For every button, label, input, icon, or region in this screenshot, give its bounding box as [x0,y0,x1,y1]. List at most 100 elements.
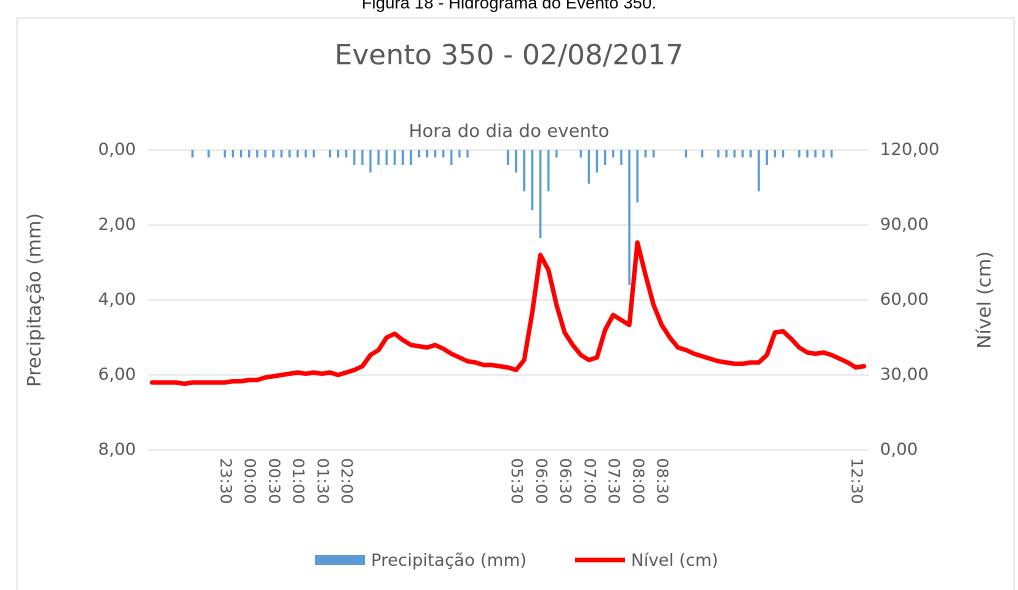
bar [466,150,469,158]
bar [765,150,768,165]
bar [288,150,291,158]
bar [231,150,235,158]
x-tick-label: 02:00 [338,458,357,504]
x-tick-label: 07:30 [605,458,624,504]
bar [442,150,445,158]
y-tick-label: 2,00 [98,215,136,235]
bar [628,150,631,285]
bar [409,150,413,165]
bar [773,150,777,158]
bar [806,150,809,158]
bar [579,150,582,158]
bar [539,150,542,239]
bar [798,150,801,158]
line [149,240,867,386]
x-tick-label: 06:30 [556,458,575,504]
y-tick-label: 6,00 [98,365,136,385]
bar [701,150,704,158]
bar [393,150,396,165]
bar [531,150,534,210]
bar [353,150,356,165]
bar [612,150,615,158]
legend-item: Precipitação (mm) [315,551,527,571]
bar [830,150,833,158]
y2-tick-label: 60,00 [880,290,929,310]
x-tick-label: 12:30 [847,458,866,504]
y2-axis-title: Nível (cm) [974,251,996,349]
figure-caption: Figura 18 - Hidrograma do Evento 350. [362,0,657,12]
x-tick-label: 08:30 [653,458,672,504]
x-axis-title: Hora do dia do evento [409,121,609,142]
bar [587,150,590,184]
bar [369,150,372,173]
bar [264,150,267,158]
legend-swatch [315,555,365,565]
bar [620,150,623,165]
chart-title: Evento 350 - 02/08/2017 [335,38,684,71]
y-tick-label: 0,00 [98,140,136,160]
bar [417,150,421,158]
x-tick-label: 00:00 [241,458,260,504]
bar [595,150,599,173]
bar [725,150,728,158]
bar [458,150,461,158]
x-tick-label: 07:00 [580,458,599,504]
bar [239,150,243,158]
bar [757,150,760,192]
bar [401,150,404,165]
bar [191,150,194,158]
bar [272,150,275,158]
legend-item: Nível (cm) [575,551,718,571]
bar [717,150,720,158]
bar [652,150,655,158]
y2-tick-label: 0,00 [880,440,918,460]
bar [385,150,388,165]
y2-tick-label: 30,00 [880,365,929,385]
bar [603,150,607,165]
bar [377,150,380,165]
bar [248,150,251,158]
bar [426,150,429,158]
bar [781,150,785,158]
legend-label: Precipitação (mm) [371,551,527,571]
x-tick-label: 05:30 [508,458,527,504]
bar [741,150,744,158]
x-tick-label: 06:00 [532,458,551,504]
bar [296,150,299,158]
bar [814,150,817,158]
x-tick-label: 23:30 [216,458,235,504]
x-tick-label: 01:00 [289,458,308,504]
y2-tick-label: 120,00 [880,140,939,160]
bar [280,150,283,158]
y-tick-label: 8,00 [98,440,136,460]
y2-tick-label: 90,00 [880,215,929,235]
bar [256,150,259,158]
bar [523,150,526,192]
x-tick-label: 00:30 [265,458,284,504]
bar [361,150,364,165]
chart-border [16,17,1015,590]
bar [514,150,518,173]
bar [337,150,340,158]
bar [822,150,825,158]
x-tick-label: 08:00 [629,458,648,504]
legend-label: Nível (cm) [631,551,718,571]
y-axis-title: Precipitação (mm) [24,213,46,387]
y-tick-label: 4,00 [98,290,136,310]
bar [223,150,226,158]
bar [684,150,688,158]
bar [555,150,558,158]
bar [328,150,332,158]
bar [434,150,437,158]
x-tick-label: 01:30 [313,458,332,504]
bar [312,150,315,158]
bar [450,150,453,165]
bar [733,150,736,158]
bar [749,150,752,158]
bar [636,150,639,203]
bar [207,150,210,158]
bar [304,150,307,158]
bar [506,150,510,165]
